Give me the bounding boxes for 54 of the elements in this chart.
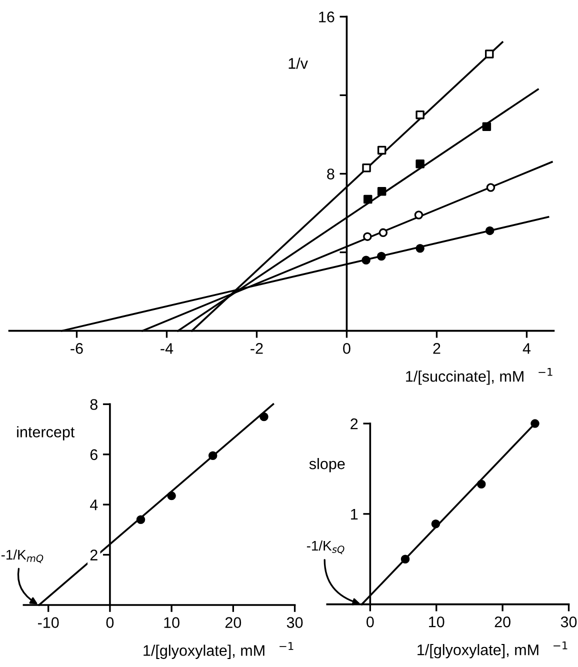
- y-tick-label: 4: [90, 500, 98, 510]
- x-tick-label: 2: [433, 343, 440, 354]
- point: [400, 554, 410, 564]
- y-tick-label: 1: [351, 508, 358, 520]
- x-tick-label: -6: [70, 343, 83, 354]
- x-tick-label: 10: [429, 616, 444, 628]
- point: [208, 451, 218, 460]
- x-tick-label: 30: [286, 617, 303, 628]
- point: [136, 515, 146, 524]
- point: [362, 256, 370, 265]
- x-axis-title: 1/[succinate], mM $^{−1}$: [406, 368, 552, 385]
- x-axis-title: 1/[glyoxylate], mM $^{−1}$: [144, 642, 294, 659]
- point: [378, 228, 388, 238]
- point: [477, 480, 486, 488]
- x-tick-label: 0: [106, 617, 114, 628]
- y-axis-title: slope: [309, 458, 345, 472]
- y-tick-label: 2: [90, 550, 98, 560]
- x-tick-label: 20: [225, 617, 242, 628]
- y-axis-title: 1/v: [288, 58, 308, 69]
- x-tick-label: 10: [164, 617, 180, 628]
- point: [431, 519, 440, 528]
- y-tick-label: 8: [327, 168, 334, 180]
- point: [362, 163, 371, 172]
- point: [416, 110, 424, 120]
- x-tick-label: 30: [560, 616, 577, 628]
- y-tick-label: 8: [90, 399, 98, 410]
- annotation: -1/K$_{sQ}$: [306, 540, 344, 554]
- point: [377, 146, 386, 155]
- y-axis-title: intercept: [17, 426, 75, 440]
- point: [363, 232, 372, 241]
- y-tick-label: 16: [319, 12, 334, 22]
- point: [416, 244, 424, 253]
- y-tick-label: 6: [90, 449, 98, 460]
- x-tick-label: 4: [522, 343, 531, 354]
- x-tick-label: -4: [160, 343, 174, 354]
- point: [485, 50, 494, 58]
- annotation: -1/K$_{mQ}$: [1, 549, 44, 564]
- x-tick-label: 20: [494, 616, 510, 628]
- point: [377, 187, 386, 196]
- x-tick-label: 0: [343, 343, 350, 354]
- point: [167, 491, 176, 500]
- x-tick-label: -10: [38, 617, 59, 628]
- point: [377, 252, 386, 261]
- point: [260, 412, 268, 422]
- point: [485, 226, 494, 236]
- x-axis-title: 1/[glyoxylate], mM $^{−1}$: [418, 641, 568, 658]
- point: [414, 210, 424, 220]
- point: [486, 183, 496, 192]
- point: [416, 160, 424, 168]
- point: [482, 122, 492, 132]
- x-tick-label: 0: [366, 616, 374, 628]
- point: [530, 419, 540, 428]
- point: [364, 194, 372, 204]
- x-tick-label: -2: [250, 343, 263, 354]
